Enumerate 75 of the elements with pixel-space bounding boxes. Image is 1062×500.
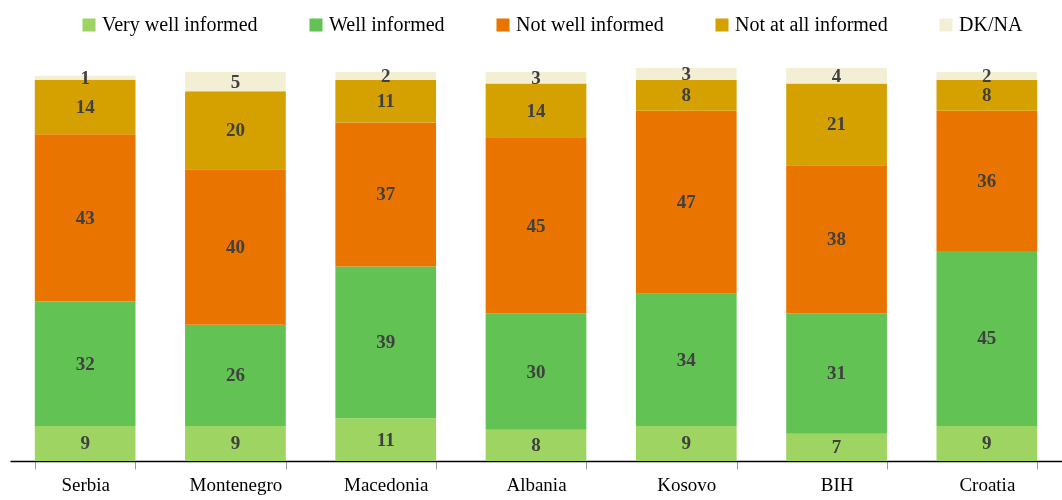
data-label: 14 <box>75 95 96 117</box>
bar <box>786 83 887 166</box>
data-label: 9 <box>80 432 90 454</box>
legend-label: Very well informed <box>102 13 258 36</box>
data-label: 7 <box>831 436 842 458</box>
bar <box>635 79 737 111</box>
x-tick-label: Albania <box>506 473 568 495</box>
x-tick-label: Montenegro <box>189 473 283 495</box>
bar <box>485 313 587 430</box>
bar <box>936 250 1038 426</box>
bar <box>185 425 286 461</box>
data-label: 14 <box>526 99 546 121</box>
data-label: 9 <box>681 432 692 454</box>
bar <box>936 425 1038 461</box>
bar <box>485 83 587 139</box>
bar <box>335 266 437 419</box>
x-tick-label: BIH <box>820 473 854 495</box>
data-label: 4 <box>831 64 842 86</box>
x-tick-label: Macedonia <box>344 473 429 495</box>
data-label: 5 <box>230 70 241 92</box>
bar <box>485 138 587 314</box>
data-label: 45 <box>977 327 997 349</box>
data-label: 26 <box>225 364 245 386</box>
data-label: 20 <box>225 119 245 141</box>
data-label: 21 <box>827 113 847 135</box>
data-label: 31 <box>827 362 847 384</box>
data-label: 45 <box>526 214 546 236</box>
bar <box>635 293 737 426</box>
data-label: 39 <box>376 331 396 353</box>
data-label: 8 <box>531 434 541 456</box>
bar <box>185 324 286 426</box>
bar <box>335 71 437 80</box>
data-label: 9 <box>982 432 992 454</box>
x-tick-label: Kosovo <box>657 473 717 495</box>
data-label: 34 <box>676 348 697 370</box>
bar <box>635 425 737 461</box>
bar <box>786 68 887 84</box>
x-tick-label: Croatia <box>959 473 1016 495</box>
data-label: 30 <box>526 360 546 382</box>
x-tick-label: Serbia <box>61 473 111 495</box>
bar <box>34 134 136 302</box>
data-label: 8 <box>982 84 992 106</box>
legend-label: Well informed <box>329 13 445 35</box>
bar <box>335 418 437 461</box>
bar <box>936 110 1038 251</box>
data-label: 47 <box>676 191 697 213</box>
bar <box>936 71 1038 80</box>
bar <box>34 301 136 426</box>
data-label: 8 <box>681 84 692 106</box>
bar <box>786 165 887 314</box>
data-label: 37 <box>376 183 396 205</box>
data-label: 3 <box>681 62 692 84</box>
data-label: 36 <box>977 169 997 191</box>
data-label: 9 <box>230 432 241 454</box>
legend-label: Not well informed <box>516 13 664 35</box>
bar <box>185 169 286 325</box>
bar <box>485 429 587 461</box>
legend-label: Not at all informed <box>735 13 888 35</box>
bar <box>786 313 887 434</box>
data-label: 40 <box>225 235 245 257</box>
bar <box>635 110 737 294</box>
data-label: 38 <box>827 228 847 250</box>
bar <box>335 122 437 267</box>
data-label: 11 <box>376 428 395 450</box>
bar <box>185 91 286 170</box>
bar <box>485 71 587 84</box>
data-label: 3 <box>531 66 541 88</box>
data-label: 43 <box>75 206 95 228</box>
bar <box>786 433 887 461</box>
data-label: 32 <box>75 352 95 374</box>
bar <box>635 68 737 80</box>
data-label: 11 <box>376 90 395 112</box>
bar <box>185 71 286 92</box>
legend-label: DK/NA <box>959 13 1023 35</box>
bar <box>34 425 136 461</box>
